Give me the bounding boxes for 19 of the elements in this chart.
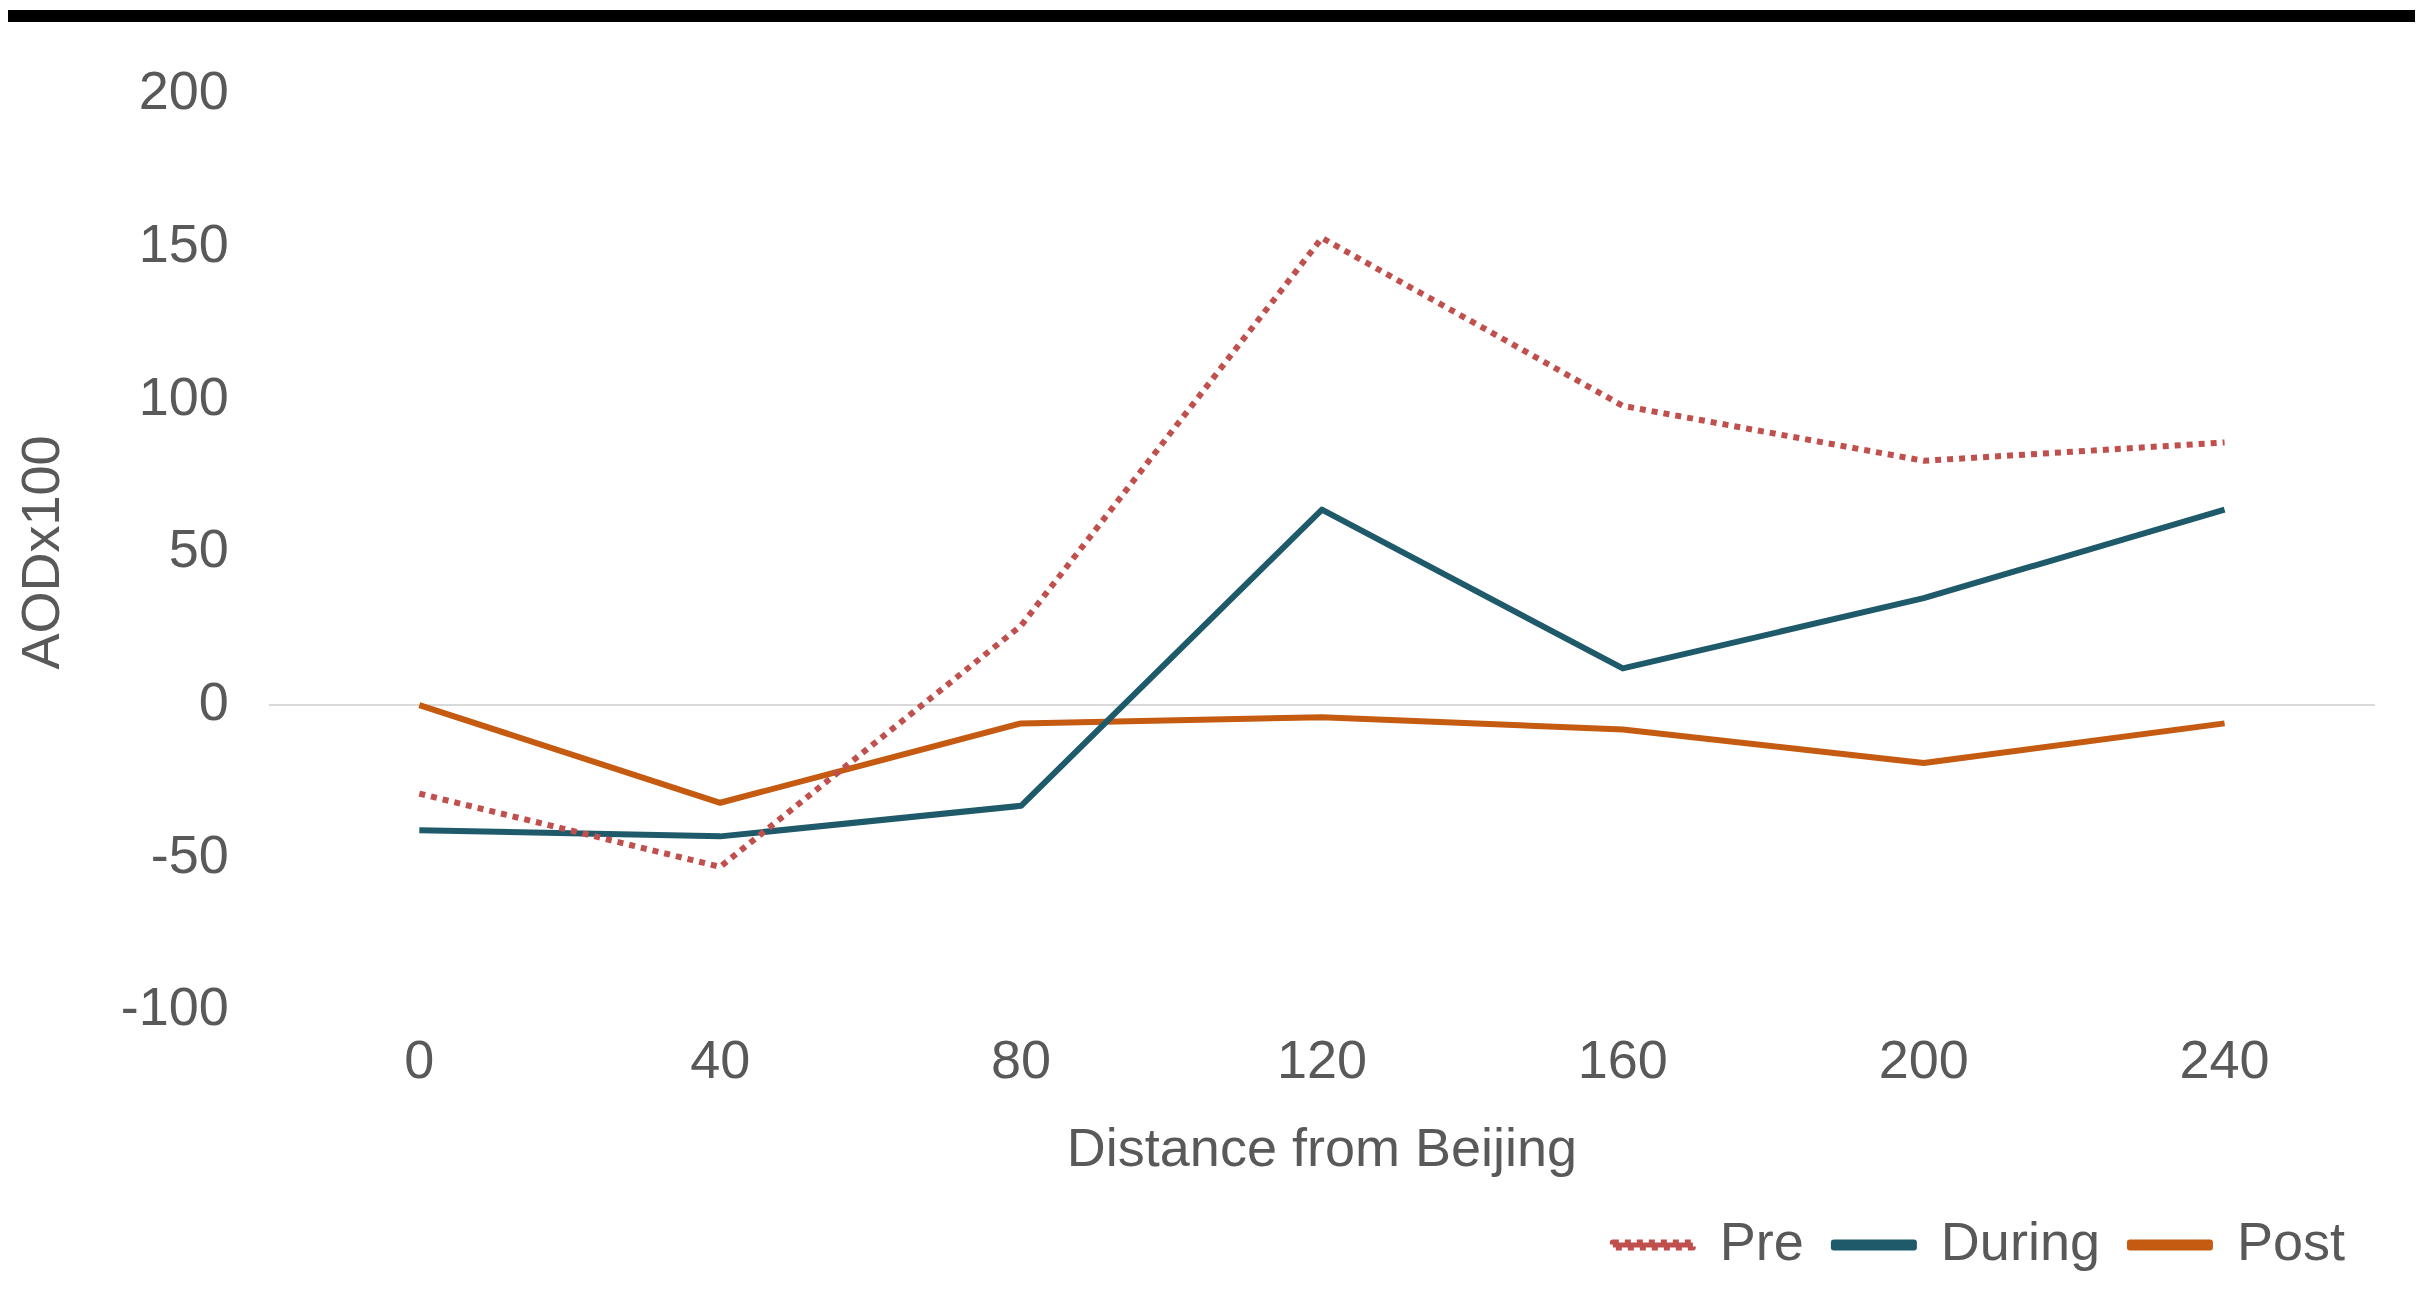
y-tick-label: 50 xyxy=(168,518,229,579)
x-tick-label: 160 xyxy=(1577,1028,1668,1089)
x-tick-label: 40 xyxy=(690,1028,751,1089)
x-axis-title: Distance from Beijing xyxy=(1066,1117,1578,1178)
legend-label: Post xyxy=(2236,1210,2346,1271)
y-axis-title: AODx100 xyxy=(10,435,71,670)
legend-label: During xyxy=(1940,1210,2100,1271)
y-tick-label: 0 xyxy=(198,670,229,731)
x-tick-label: 80 xyxy=(991,1028,1052,1089)
legend-label: Pre xyxy=(1719,1210,1804,1271)
y-tick-label: 200 xyxy=(138,60,229,121)
y-tick-label: 150 xyxy=(138,212,229,273)
y-tick-label: -100 xyxy=(120,976,229,1037)
x-tick-label: 120 xyxy=(1276,1028,1367,1089)
x-tick-label: 0 xyxy=(404,1028,435,1089)
x-tick-label: 240 xyxy=(2179,1028,2270,1089)
y-tick-label: -50 xyxy=(150,823,229,884)
x-tick-label: 200 xyxy=(1878,1028,1969,1089)
y-tick-label: 100 xyxy=(138,365,229,426)
